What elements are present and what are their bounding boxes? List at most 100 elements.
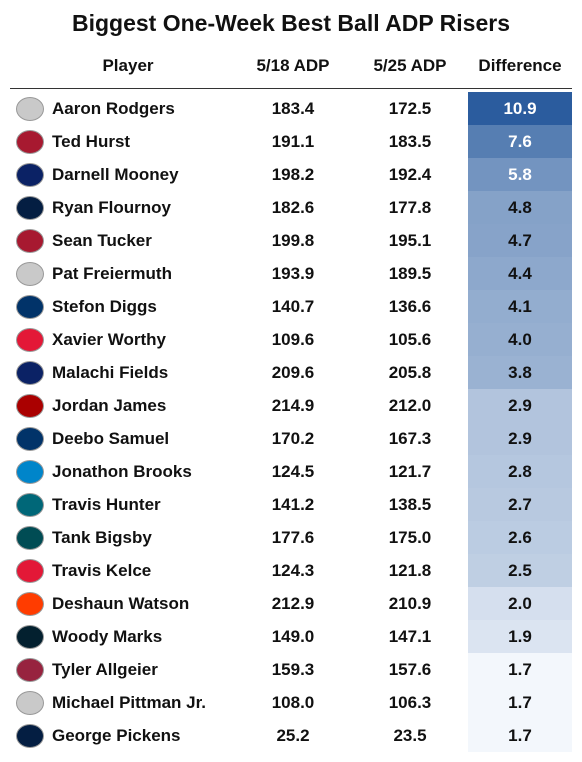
player-name: Tyler Allgeier [52,660,158,679]
team-logo [16,493,44,517]
player-name: Ted Hurst [52,132,131,151]
adp-value: 198.2 [271,165,315,184]
player-name: Ryan Flournoy [52,198,172,217]
adp-value: 140.7 [271,297,315,316]
difference-value: 10.9 [503,99,537,118]
difference-value: 2.8 [508,462,532,481]
adp-value: 175.0 [388,528,432,547]
adp-value: 191.1 [271,132,315,151]
team-logo [16,658,44,682]
difference-value: 1.7 [508,660,532,679]
header-rule [10,88,572,89]
adp-value: 149.0 [271,627,315,646]
player-name: Pat Freiermuth [52,264,172,283]
adp-value: 177.6 [271,528,315,547]
team-logo [16,460,44,484]
team-logo [16,526,44,550]
difference-cell [468,125,572,158]
team-logo [16,724,44,748]
adp-value: 177.8 [388,198,432,217]
adp-value: 170.2 [271,429,315,448]
adp-value: 121.7 [388,462,432,481]
difference-cell [468,389,572,422]
difference-cell [468,224,572,257]
difference-cell [468,257,572,290]
adp-value: 183.4 [271,99,315,118]
player-name: George Pickens [52,726,181,745]
difference-cell [468,290,572,323]
difference-value: 2.9 [508,429,532,448]
adp-value: 159.3 [271,660,315,679]
column-header: 5/25 ADP [373,56,447,75]
team-logo [16,427,44,451]
player-name: Jordan James [52,396,167,415]
player-name: Stefon Diggs [52,297,157,316]
player-name: Michael Pittman Jr. [52,693,206,712]
player-name: Travis Hunter [52,495,161,514]
player-name: Sean Tucker [52,231,152,250]
difference-cell [468,191,572,224]
difference-value: 1.7 [508,693,532,712]
team-logo [16,130,44,154]
adp-value: 195.1 [388,231,432,250]
player-name: Woody Marks [52,627,163,646]
team-logo [16,196,44,220]
difference-value: 4.7 [508,231,532,250]
player-name: Deebo Samuel [52,429,170,448]
difference-cell [468,455,572,488]
adp-value: 124.5 [271,462,315,481]
difference-cell [468,587,572,620]
adp-value: 147.1 [388,627,432,646]
difference-value: 3.8 [508,363,532,382]
player-name: Deshaun Watson [52,594,190,613]
difference-cell [468,686,572,719]
difference-cell [468,158,572,191]
title: Biggest One-Week Best Ball ADP Risers [72,10,510,36]
adp-value: 183.5 [388,132,432,151]
difference-value: 2.6 [508,528,532,547]
difference-cell [468,521,572,554]
adp-value: 167.3 [388,429,432,448]
adp-value: 109.6 [271,330,315,349]
difference-value: 2.9 [508,396,532,415]
difference-cell [468,719,572,752]
column-header: Difference [478,56,562,75]
team-logo [16,229,44,253]
adp-value: 212.0 [388,396,432,415]
adp-value: 25.2 [276,726,310,745]
adp-value: 210.9 [388,594,432,613]
difference-value: 4.4 [508,264,532,283]
adp-value: 138.5 [388,495,432,514]
adp-value: 205.8 [388,363,432,382]
difference-cell [468,356,572,389]
adp-value: 136.6 [388,297,432,316]
team-logo [16,691,44,715]
player-name: Xavier Worthy [52,330,167,349]
difference-cell [468,653,572,686]
team-logo [16,394,44,418]
difference-value: 2.7 [508,495,532,514]
adp-value: 192.4 [388,165,432,184]
team-logo [16,592,44,616]
difference-cell [468,323,572,356]
team-logo [16,262,44,286]
team-logo [16,328,44,352]
difference-cell [468,554,572,587]
difference-value: 1.9 [508,627,532,646]
column-header: 5/18 ADP [256,56,330,75]
adp-value: 105.6 [388,330,432,349]
player-name: Darnell Mooney [52,165,179,184]
adp-value: 199.8 [271,231,315,250]
adp-value: 212.9 [271,594,315,613]
adp-value: 209.6 [271,363,315,382]
player-name: Malachi Fields [52,363,169,382]
adp-value: 23.5 [393,726,427,745]
adp-value: 157.6 [388,660,432,679]
difference-value: 4.8 [508,198,532,217]
adp-value: 108.0 [271,693,315,712]
column-header: Player [102,56,154,75]
team-logo [16,559,44,583]
difference-value: 4.1 [508,297,532,316]
player-name: Aaron Rodgers [52,99,175,118]
